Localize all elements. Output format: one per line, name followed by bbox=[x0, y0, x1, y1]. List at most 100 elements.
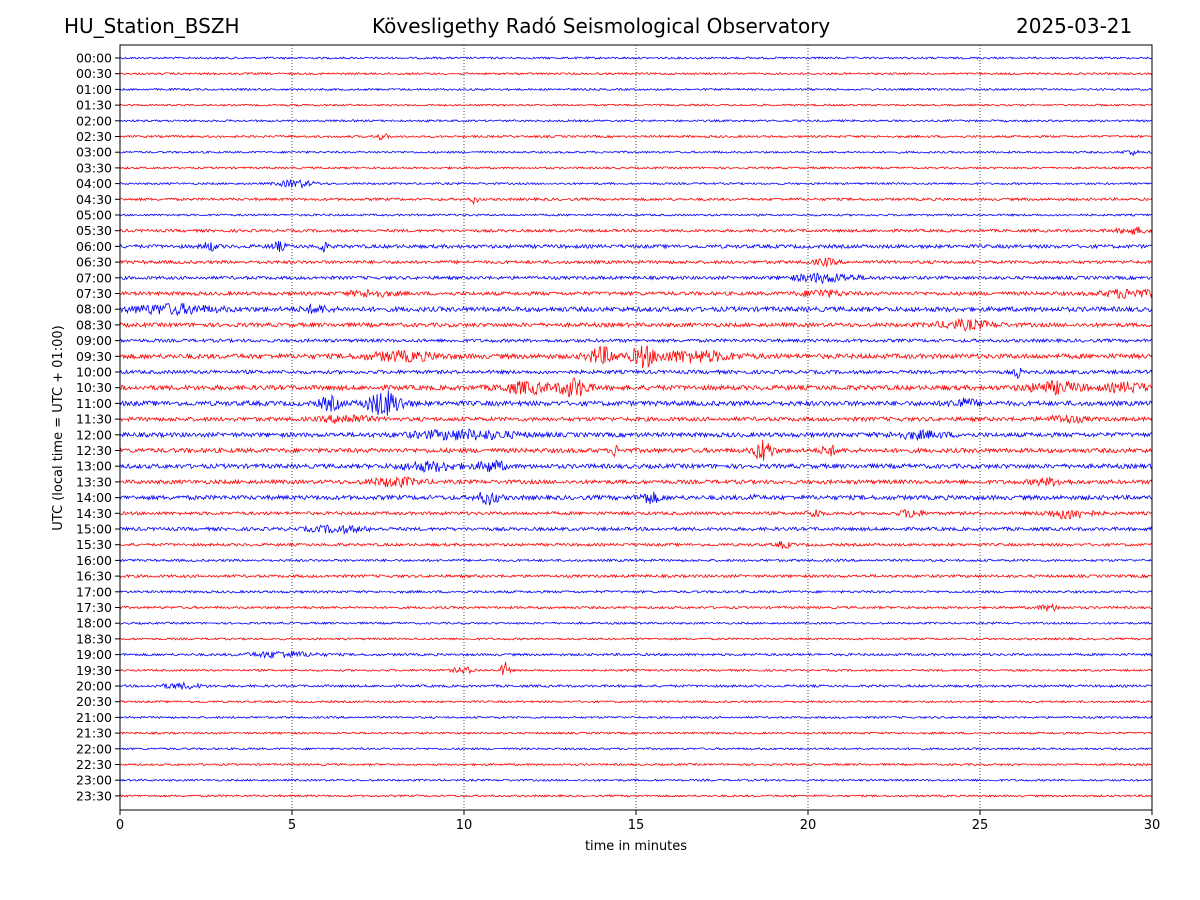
trace-2000 bbox=[119, 681, 1153, 690]
trace-1900 bbox=[119, 650, 1153, 660]
trace-0300 bbox=[119, 149, 1153, 157]
trace-1830 bbox=[119, 637, 1153, 641]
grid-lines bbox=[291, 45, 981, 810]
trace-0230 bbox=[119, 133, 1153, 141]
trace-1500 bbox=[119, 524, 1153, 535]
trace-1100 bbox=[119, 390, 1153, 416]
y-tick-label-0530: 05:30 bbox=[76, 223, 112, 238]
y-tick-label-2200: 22:00 bbox=[76, 741, 112, 756]
trace-0900 bbox=[119, 337, 1153, 344]
trace-1400 bbox=[119, 491, 1153, 506]
trace-0330 bbox=[119, 165, 1152, 170]
x-tick-label-25: 25 bbox=[972, 818, 989, 833]
trace-0830 bbox=[119, 318, 1153, 332]
y-tick-label-0730: 07:30 bbox=[76, 286, 112, 301]
y-tick-label-2100: 21:00 bbox=[76, 710, 112, 725]
trace-2230 bbox=[120, 762, 1153, 767]
y-tick-label-1030: 10:30 bbox=[76, 380, 112, 395]
trace-0200 bbox=[119, 118, 1152, 123]
x-axis-label: time in minutes bbox=[585, 839, 687, 854]
y-tick-label-2330: 23:30 bbox=[76, 788, 112, 803]
x-tick-label-30: 30 bbox=[1144, 818, 1161, 833]
trace-0500 bbox=[119, 213, 1153, 217]
trace-1800 bbox=[119, 621, 1153, 626]
trace-0700 bbox=[119, 272, 1153, 285]
trace-0000 bbox=[119, 56, 1153, 60]
y-tick-label-0800: 08:00 bbox=[76, 302, 112, 317]
y-tick-label-0100: 01:00 bbox=[76, 82, 112, 97]
trace-0800 bbox=[119, 302, 1153, 317]
trace-2100 bbox=[119, 715, 1153, 720]
trace-2330 bbox=[119, 794, 1153, 798]
y-axis-label: UTC (local time = UTC + 01:00) bbox=[51, 325, 66, 530]
y-tick-label-0630: 06:30 bbox=[76, 255, 112, 270]
y-tick-label-1930: 19:30 bbox=[76, 663, 112, 678]
y-tick-label-1100: 11:00 bbox=[76, 396, 112, 411]
y-tick-label-0500: 05:00 bbox=[76, 208, 112, 223]
y-tick-label-0200: 02:00 bbox=[76, 113, 112, 128]
trace-0600 bbox=[119, 240, 1153, 253]
trace-2130 bbox=[119, 731, 1153, 735]
trace-0430 bbox=[119, 196, 1153, 206]
trace-1700 bbox=[119, 589, 1153, 594]
trace-1130 bbox=[119, 414, 1153, 425]
y-tick-label-0600: 06:00 bbox=[76, 239, 112, 254]
y-tick-label-0330: 03:30 bbox=[76, 160, 112, 175]
y-tick-label-1830: 18:30 bbox=[76, 631, 112, 646]
x-tick-label-0: 0 bbox=[116, 818, 124, 833]
y-tick-label-1600: 16:00 bbox=[76, 553, 112, 568]
trace-1300 bbox=[119, 459, 1153, 473]
y-tick-label-1130: 11:30 bbox=[76, 412, 112, 427]
axes: 0 5 10 15 20 25 30 00:0000:3001:0001:3002:0002:… bbox=[76, 44, 1161, 833]
y-tick-label-1230: 12:30 bbox=[76, 443, 112, 458]
trace-0130 bbox=[119, 103, 1153, 107]
y-tick-label-1700: 17:00 bbox=[76, 584, 112, 599]
station-name: HU_Station_BSZH bbox=[64, 14, 240, 38]
trace-1030 bbox=[119, 377, 1153, 397]
trace-0530 bbox=[119, 226, 1153, 235]
trace-0630 bbox=[119, 257, 1153, 268]
y-tick-label-0030: 00:30 bbox=[76, 66, 112, 81]
y-tick-label-0430: 04:30 bbox=[76, 192, 112, 207]
y-tick-label-0900: 09:00 bbox=[76, 333, 112, 348]
x-tick-label-20: 20 bbox=[800, 818, 817, 833]
y-tick-label-2030: 20:30 bbox=[76, 694, 112, 709]
trace-2200 bbox=[119, 746, 1153, 751]
y-tick-label-1900: 19:00 bbox=[76, 647, 112, 662]
trace-0730 bbox=[119, 288, 1153, 300]
y-tick-label-0000: 00:00 bbox=[76, 51, 112, 66]
y-tick-label-1300: 13:00 bbox=[76, 459, 112, 474]
y-tick-label-1330: 13:30 bbox=[76, 474, 112, 489]
y-tick-label-2130: 21:30 bbox=[76, 726, 112, 741]
y-tick-label-1800: 18:00 bbox=[76, 616, 112, 631]
y-tick-label-0700: 07:00 bbox=[76, 270, 112, 285]
y-tick-label-2300: 23:00 bbox=[76, 773, 112, 788]
y-tick-label-1730: 17:30 bbox=[76, 600, 112, 615]
y-tick-label-0130: 01:30 bbox=[76, 98, 112, 113]
trace-1430 bbox=[119, 509, 1153, 520]
y-tick-label-1530: 15:30 bbox=[76, 537, 112, 552]
trace-1000 bbox=[119, 367, 1153, 380]
y-tick-label-2000: 20:00 bbox=[76, 679, 112, 694]
trace-1630 bbox=[119, 573, 1153, 579]
trace-1930 bbox=[119, 661, 1153, 676]
trace-1330 bbox=[119, 475, 1153, 489]
trace-1730 bbox=[119, 602, 1153, 612]
trace-1600 bbox=[119, 558, 1153, 563]
y-tick-label-0230: 02:30 bbox=[76, 129, 112, 144]
trace-1230 bbox=[119, 439, 1153, 461]
trace-0030 bbox=[119, 71, 1153, 76]
y-tick-label-2230: 22:30 bbox=[76, 757, 112, 772]
y-tick-label-1500: 15:00 bbox=[76, 522, 112, 537]
y-tick-label-0300: 03:00 bbox=[76, 145, 112, 160]
x-tick-label-15: 15 bbox=[628, 818, 645, 833]
trace-2030 bbox=[119, 699, 1153, 704]
trace-0930 bbox=[119, 345, 1153, 369]
trace-group bbox=[119, 56, 1153, 798]
y-tick-label-0930: 09:30 bbox=[76, 349, 112, 364]
x-tick-label-5: 5 bbox=[288, 818, 296, 833]
y-tick-label-1430: 14:30 bbox=[76, 506, 112, 521]
trace-0100 bbox=[119, 87, 1153, 92]
y-tick-label-1630: 16:30 bbox=[76, 569, 112, 584]
